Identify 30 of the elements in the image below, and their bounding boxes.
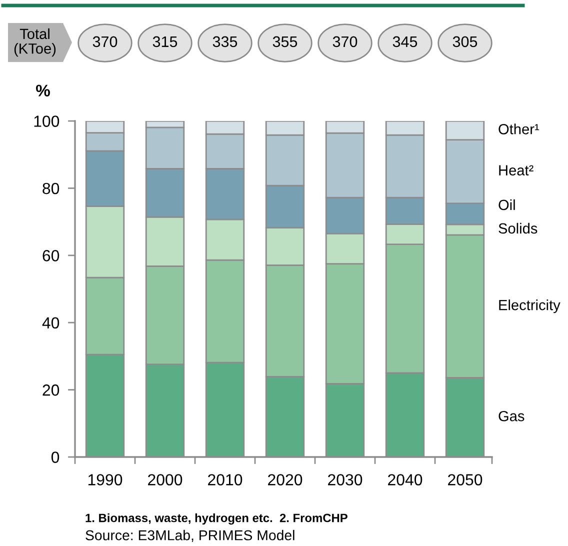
x-tick-label: 2030 [328, 474, 362, 486]
text: 1. Biomass, waste, hydrogen etc. 2. FromCHP [86, 513, 348, 525]
y-tick-label: 0 [51, 452, 60, 463]
source-note: Source: E3MLab, PRIMES Model [86, 530, 294, 542]
series-label: Gas [498, 410, 524, 422]
x-tick-label: 2040 [388, 474, 422, 486]
x-tick-label: 2010 [208, 474, 242, 486]
y-tick-label: 20 [42, 384, 60, 396]
y-tick-label: 100 [34, 116, 60, 127]
text: Total (KToe) [14, 28, 56, 57]
series-label: Oil [498, 199, 515, 210]
text: 305 [452, 36, 478, 48]
text: 315 [152, 36, 178, 48]
y-tick-label: 80 [42, 182, 60, 194]
text: 370 [92, 36, 118, 48]
series-label: Heat² [499, 165, 534, 176]
x-tick-label: 2000 [148, 474, 182, 486]
y-tick-label: 40 [42, 317, 60, 329]
text: 370 [332, 36, 358, 48]
text: 355 [272, 36, 298, 48]
x-tick-label: 1990 [88, 474, 122, 486]
text: 345 [392, 36, 418, 48]
series-label: Solids [498, 222, 538, 234]
y-axis-title: % [36, 84, 50, 96]
series-label: Electricity [499, 300, 560, 314]
text: 335 [212, 36, 238, 48]
x-tick-label: 2050 [448, 474, 482, 486]
x-tick-label: 2020 [268, 474, 302, 486]
y-tick-label: 60 [42, 250, 60, 262]
series-label: Other¹ [498, 124, 540, 134]
